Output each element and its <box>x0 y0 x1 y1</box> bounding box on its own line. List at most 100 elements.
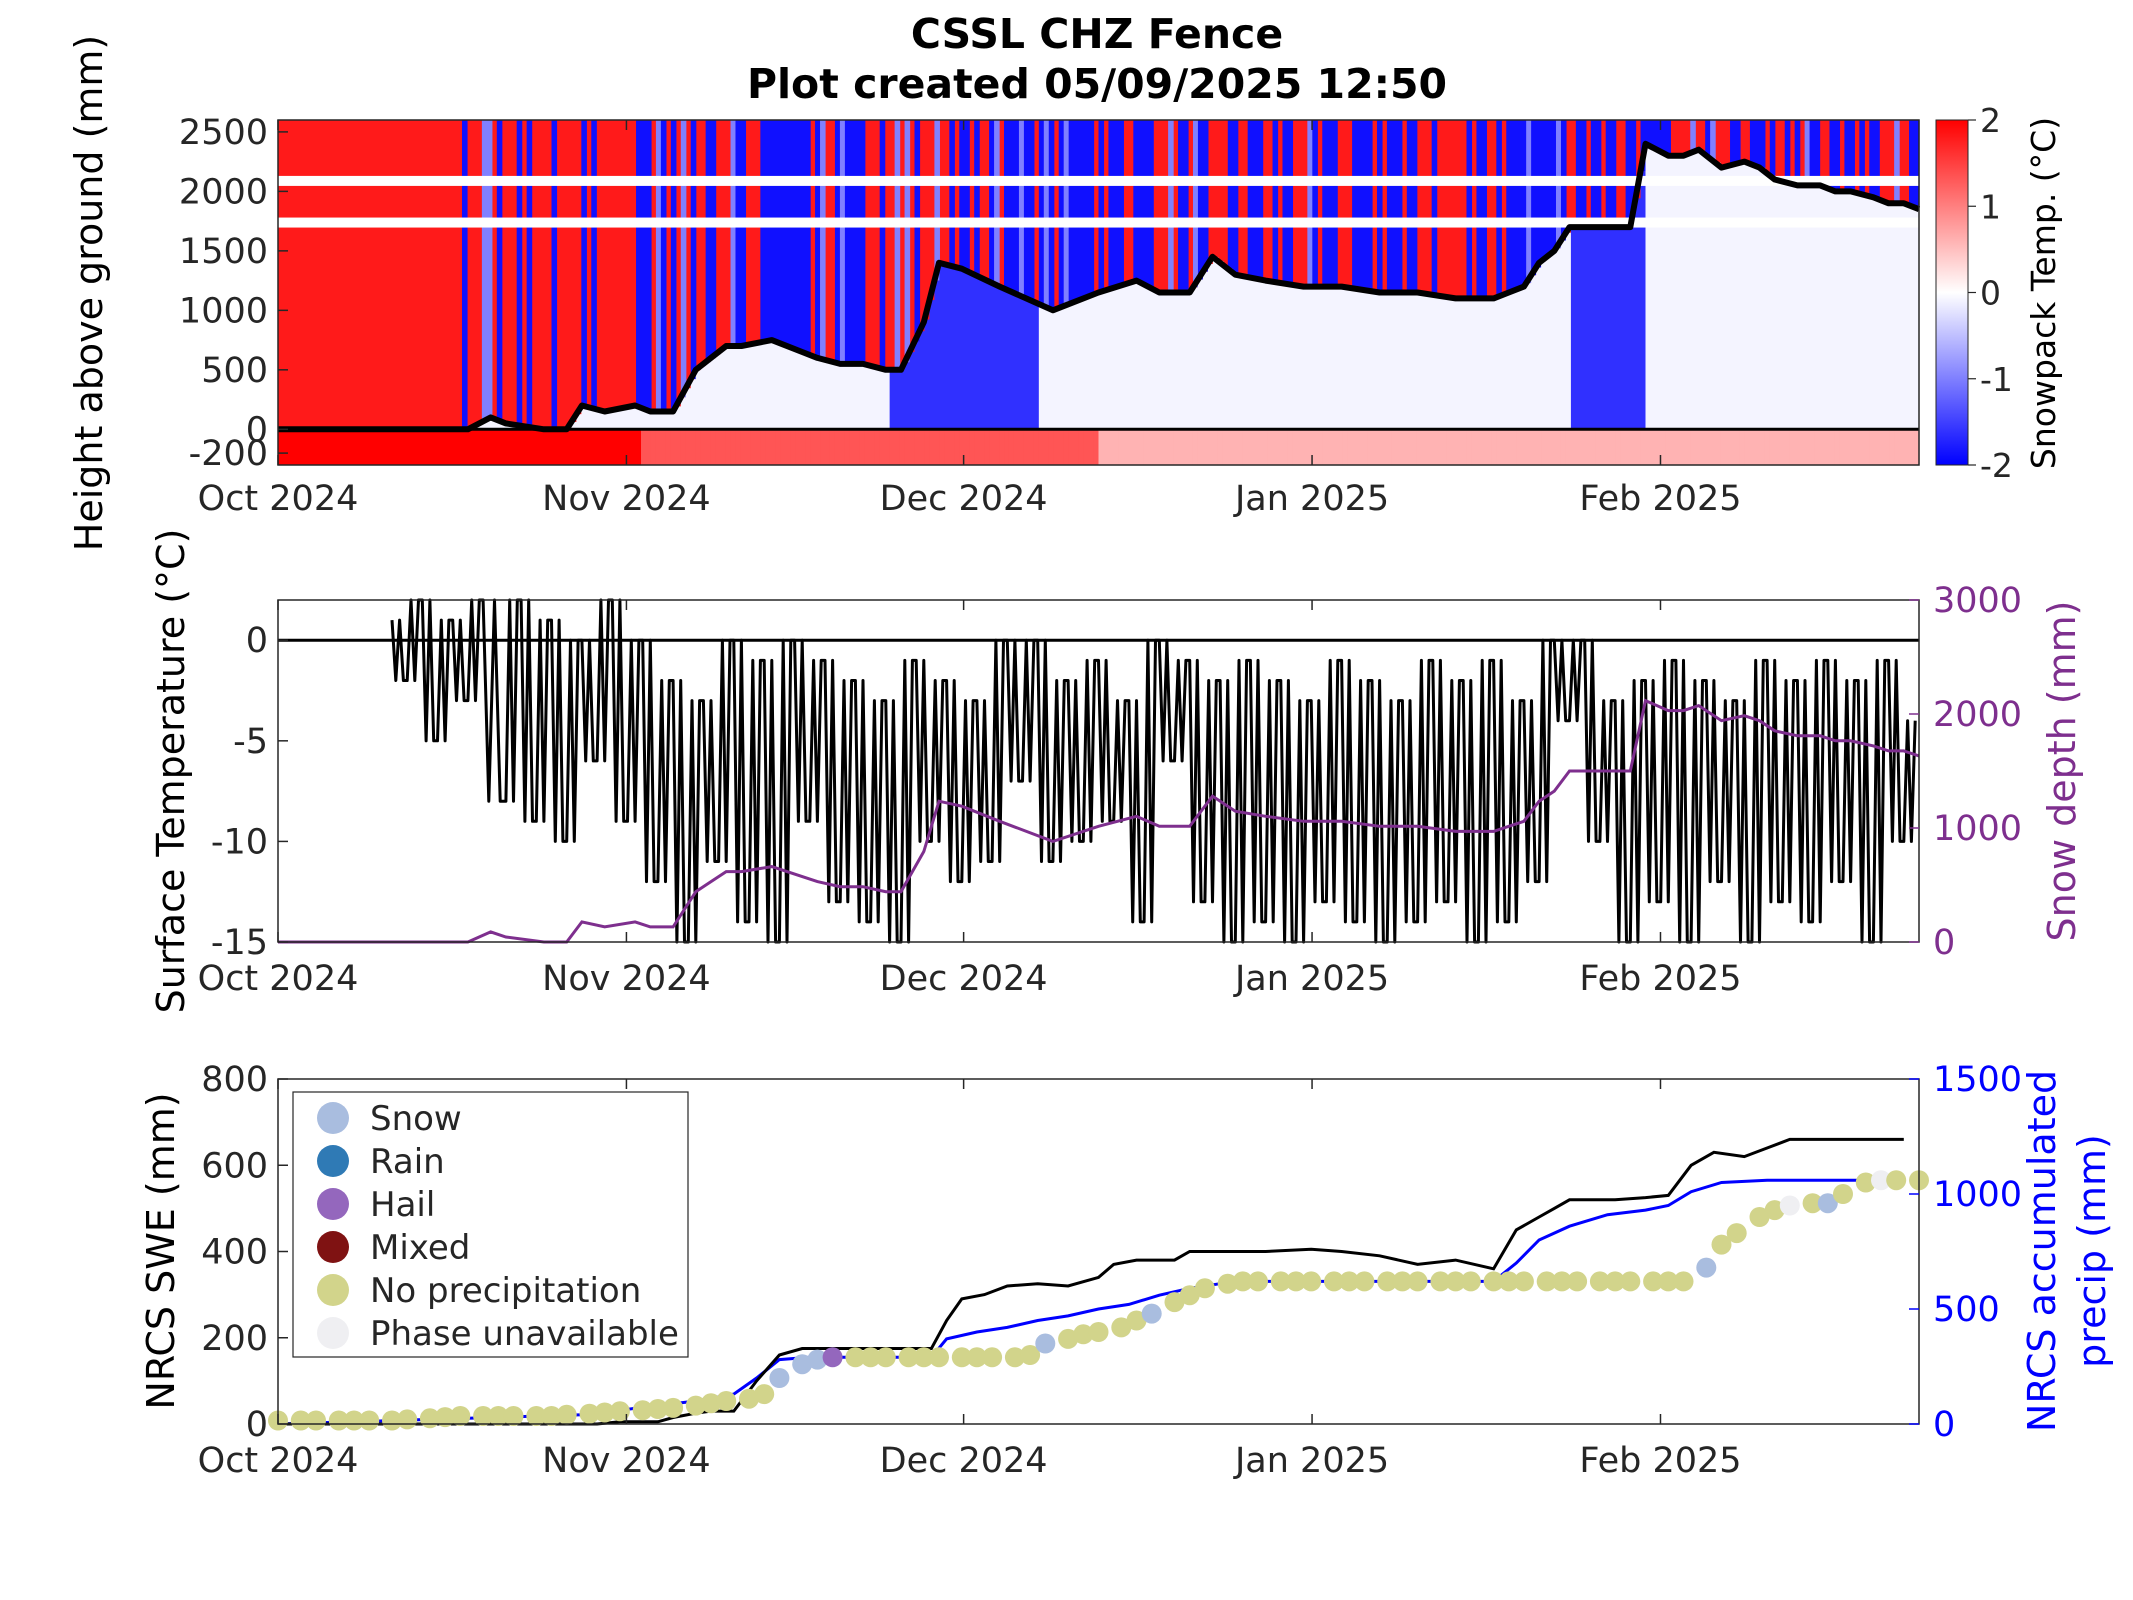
phase-point <box>1286 1271 1306 1292</box>
heatmap-snowpack-cell <box>1312 286 1318 430</box>
heatmap-snowpack-cell <box>1914 207 1920 430</box>
heatmap-snowpack-cell <box>1342 286 1348 430</box>
heatmap-snowpack-cell <box>1605 227 1612 430</box>
heatmap-ground-cell <box>1655 429 1662 465</box>
heatmap-ground-cell <box>790 429 796 465</box>
heatmap-cold-stripe <box>1769 120 1776 176</box>
heatmap-cold-stripe <box>1431 120 1438 295</box>
heatmap-snowpack-cell <box>1874 197 1880 430</box>
heatmap-ground-cell <box>1421 429 1428 465</box>
x-tick-label: Dec 2024 <box>880 479 1048 519</box>
snow-depth-y-ticks: 3000 2000 1000 0 <box>1909 581 2022 963</box>
heatmap-snowpack-cell <box>1695 151 1701 430</box>
phase-point <box>754 1384 775 1405</box>
phase-point <box>1058 1328 1079 1349</box>
heatmap-snowpack-cell <box>849 363 856 430</box>
heatmap-cold-stripe <box>1909 120 1915 206</box>
heatmap-cold-stripe <box>1506 120 1512 294</box>
phase-point <box>716 1391 737 1411</box>
phase-point <box>359 1410 380 1431</box>
heatmap-snowpack-cell <box>665 411 672 430</box>
heatmap-snowpack-cell <box>1779 180 1786 430</box>
heatmap-snowpack-cell <box>790 347 796 430</box>
heatmap-cold-stripe <box>785 120 791 346</box>
heatmap-cold-stripe <box>1078 120 1085 301</box>
heatmap-cold-stripe <box>1630 120 1637 226</box>
heatmap-snowpack-cell <box>1252 278 1259 430</box>
heatmap-cold-stripe <box>790 120 796 348</box>
heatmap-snowpack-cell <box>1551 253 1557 430</box>
snowpack-x-ticks: Oct 2024 Nov 2024 Dec 2024 Jan 2025 Feb 2025 <box>198 120 1742 519</box>
heatmap-snowpack-cell <box>1660 151 1666 430</box>
heatmap-ground-cell <box>1332 429 1338 465</box>
heatmap-snowpack-cell <box>1178 292 1184 430</box>
heatmap-ground-cell <box>1013 429 1020 465</box>
heatmap-ground-cell <box>447 429 453 465</box>
heatmap-cold-stripe <box>1367 120 1373 291</box>
y-tick-label: 1000 <box>179 291 268 331</box>
heatmap-cold-stripe <box>641 120 647 408</box>
phase-point <box>450 1406 471 1426</box>
heatmap-cold-stripe <box>844 120 851 364</box>
heatmap-cold-stripe <box>1008 120 1015 291</box>
heatmap-snowpack-cell <box>1700 150 1706 430</box>
x-tick-label: Nov 2024 <box>542 1441 711 1481</box>
y-tick-label: 600 <box>201 1146 268 1186</box>
heatmap-cold-stripe <box>1357 120 1363 289</box>
phase-point <box>1498 1271 1519 1292</box>
heatmap-snowpack-cell <box>1516 289 1522 430</box>
heatmap-snowpack-cell <box>1421 293 1428 430</box>
heatmap-snowpack-cell <box>805 353 811 430</box>
heatmap-cold-stripe <box>735 120 742 347</box>
heatmap-ground-cell <box>720 429 727 465</box>
heatmap-ground-cell <box>1192 429 1199 465</box>
heatmap-ground-cell <box>1600 429 1607 465</box>
legend-box <box>292 1091 689 1358</box>
colorbar-tick-label: 0 <box>1980 274 2001 313</box>
heatmap-snowpack-cell <box>989 281 995 430</box>
heatmap-cold-stripe <box>1148 120 1154 287</box>
heatmap-ground-cell <box>1023 429 1030 465</box>
heatmap-snowpack-cell <box>1546 257 1552 430</box>
heatmap-ground-cell <box>1620 429 1627 465</box>
heatmap-snowpack-cell <box>1501 295 1507 430</box>
heatmap-ground-cell <box>1720 429 1726 465</box>
heatmap-snowpack-cell <box>1267 280 1274 430</box>
heatmap-ground-cell <box>392 429 398 465</box>
heatmap-cold-stripe <box>581 120 587 407</box>
heatmap-ground-cell <box>1789 429 1796 465</box>
heatmap-ground-cell <box>352 429 359 465</box>
heatmap-cold-stripe <box>670 120 677 412</box>
heatmap-ground-cell <box>1028 429 1035 465</box>
heatmap-cold-stripe <box>1018 120 1025 296</box>
colorbar-ticks: 2 1 0 -1 -2 <box>1968 101 2013 485</box>
y2-tick-label: 3000 <box>1933 581 2022 621</box>
heatmap-ground-cell <box>1292 429 1299 465</box>
heatmap-ground-cell <box>402 429 408 465</box>
heatmap-ground-cell <box>909 429 916 465</box>
phase-point <box>807 1349 828 1370</box>
heatmap-ground-cell <box>566 429 572 465</box>
heatmap-snowpack-cell <box>1207 263 1214 430</box>
heatmap-snowpack-cell <box>1829 189 1836 430</box>
heatmap-ground-cell <box>1466 429 1473 465</box>
heatmap-snowpack-cell <box>949 265 955 430</box>
heatmap-ground-cell <box>1690 429 1696 465</box>
heatmap-snowpack-cell <box>1670 155 1676 430</box>
heatmap-snowpack-cell <box>1262 280 1269 430</box>
heatmap-ground-cell <box>1138 429 1144 465</box>
heatmap-ground-cell <box>1909 429 1915 465</box>
heatmap-ground-cell <box>1262 429 1269 465</box>
legend-label: No precipitation <box>370 1271 641 1311</box>
heatmap-snowpack-cell <box>1759 167 1766 430</box>
heatmap-snowpack-cell <box>1600 227 1607 430</box>
legend-label: Hail <box>370 1185 435 1225</box>
heatmap-ground-cell <box>1197 429 1204 465</box>
heatmap-cold-stripe <box>481 120 488 423</box>
heatmap-cold-stripe <box>645 120 652 410</box>
heatmap-snowpack-cell <box>1764 171 1771 430</box>
heatmap-cold-stripe <box>1794 120 1801 185</box>
heatmap-ground-cell <box>1660 429 1666 465</box>
x-tick-label: Jan 2025 <box>1233 1441 1389 1481</box>
heatmap-cold-stripe <box>805 120 811 354</box>
